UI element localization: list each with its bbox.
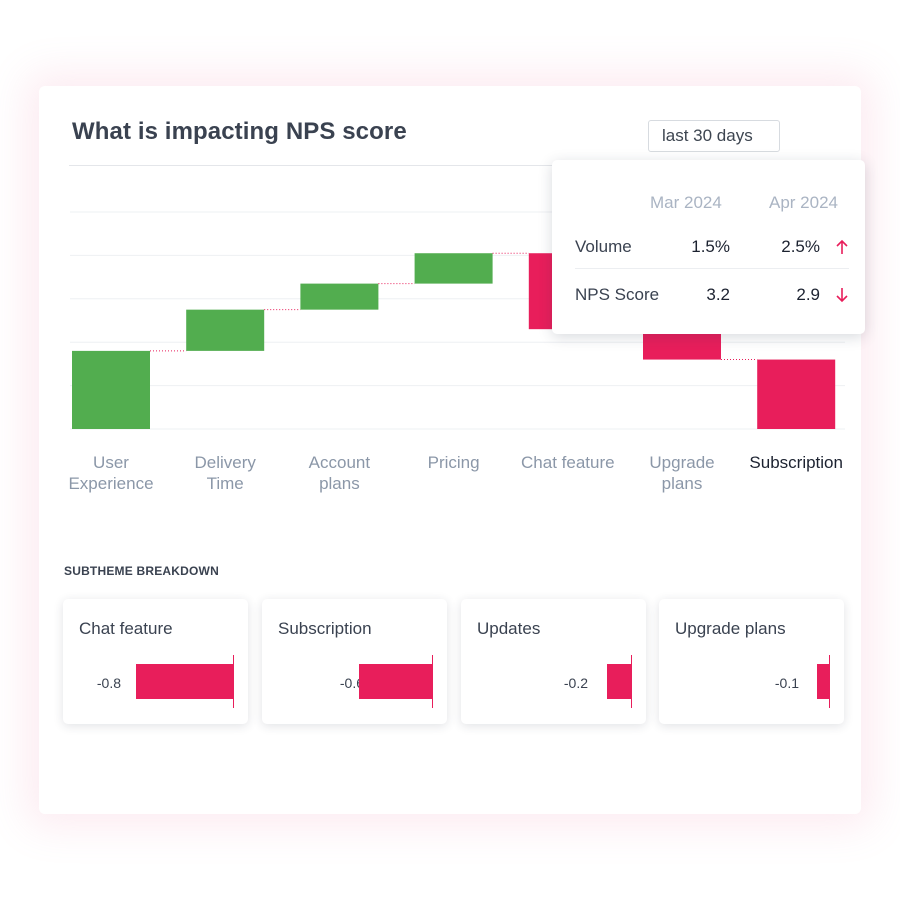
subtheme-card[interactable]: Chat feature -0.8 xyxy=(63,599,248,724)
tooltip-col1-header: Mar 2024 xyxy=(650,193,722,212)
waterfall-chart xyxy=(70,211,845,430)
subtheme-bar xyxy=(606,664,631,699)
page-title: What is impacting NPS score xyxy=(72,118,407,145)
comparison-tooltip: Mar 2024 Apr 2024 Volume 1.5% 2.5% NPS S… xyxy=(552,160,865,334)
tooltip-divider xyxy=(575,268,849,269)
arrow-down-icon xyxy=(836,288,848,303)
waterfall-bar[interactable] xyxy=(757,359,836,429)
tooltip-row-value-2: 2.9 xyxy=(796,285,820,304)
subtheme-name: Updates xyxy=(477,619,541,638)
subtheme-axis xyxy=(631,655,632,708)
x-tick-label[interactable]: Delivery Time xyxy=(194,453,256,493)
subtheme-value: -0.6 xyxy=(339,675,364,691)
subtheme-value: -0.2 xyxy=(563,675,588,691)
tooltip-col2-header: Apr 2024 xyxy=(769,193,838,212)
subtheme-card[interactable]: Subscription -0.6 xyxy=(262,599,447,724)
subtheme-name: Upgrade plans xyxy=(675,619,786,638)
subtheme-axis xyxy=(233,655,234,708)
waterfall-bar[interactable] xyxy=(186,309,265,351)
subtheme-value: -0.1 xyxy=(774,675,799,691)
subtheme-section-title: SUBTHEME BREAKDOWN xyxy=(64,564,219,578)
x-tick-label[interactable]: Subscription xyxy=(749,453,843,472)
waterfall-bar[interactable] xyxy=(300,283,379,310)
x-tick-label[interactable]: Account plans xyxy=(308,453,371,493)
subtheme-bar xyxy=(359,664,432,699)
x-tick-label[interactable]: Chat feature xyxy=(521,453,615,472)
title-divider xyxy=(69,165,845,166)
date-range-select[interactable]: last 30 days xyxy=(648,120,780,152)
arrow-up-icon xyxy=(836,239,848,254)
tooltip-row-label: NPS Score xyxy=(575,285,660,304)
subtheme-name: Subscription xyxy=(278,619,372,638)
subtheme-bar xyxy=(136,664,233,699)
x-tick-label[interactable]: User Experience xyxy=(68,453,154,493)
waterfall-bar[interactable] xyxy=(72,350,150,429)
waterfall-bar[interactable] xyxy=(414,253,493,284)
tooltip-row-value-1: 1.5% xyxy=(691,237,730,256)
waterfall-bar[interactable] xyxy=(643,329,721,360)
subtheme-axis xyxy=(829,655,830,708)
subtheme-name: Chat feature xyxy=(79,619,173,638)
subtheme-value: -0.8 xyxy=(96,675,121,691)
subtheme-card[interactable]: Updates -0.2 xyxy=(461,599,646,724)
x-tick-label[interactable]: Pricing xyxy=(427,453,480,472)
subtheme-card[interactable]: Upgrade plans -0.1 xyxy=(659,599,844,724)
subtheme-bar xyxy=(816,664,829,699)
tooltip-row-value-2: 2.5% xyxy=(781,237,820,256)
tooltip-row-label: Volume xyxy=(575,237,632,256)
x-tick-label[interactable]: Upgrade plans xyxy=(649,453,715,493)
subtheme-axis xyxy=(432,655,433,708)
tooltip-row-value-1: 3.2 xyxy=(706,285,730,304)
